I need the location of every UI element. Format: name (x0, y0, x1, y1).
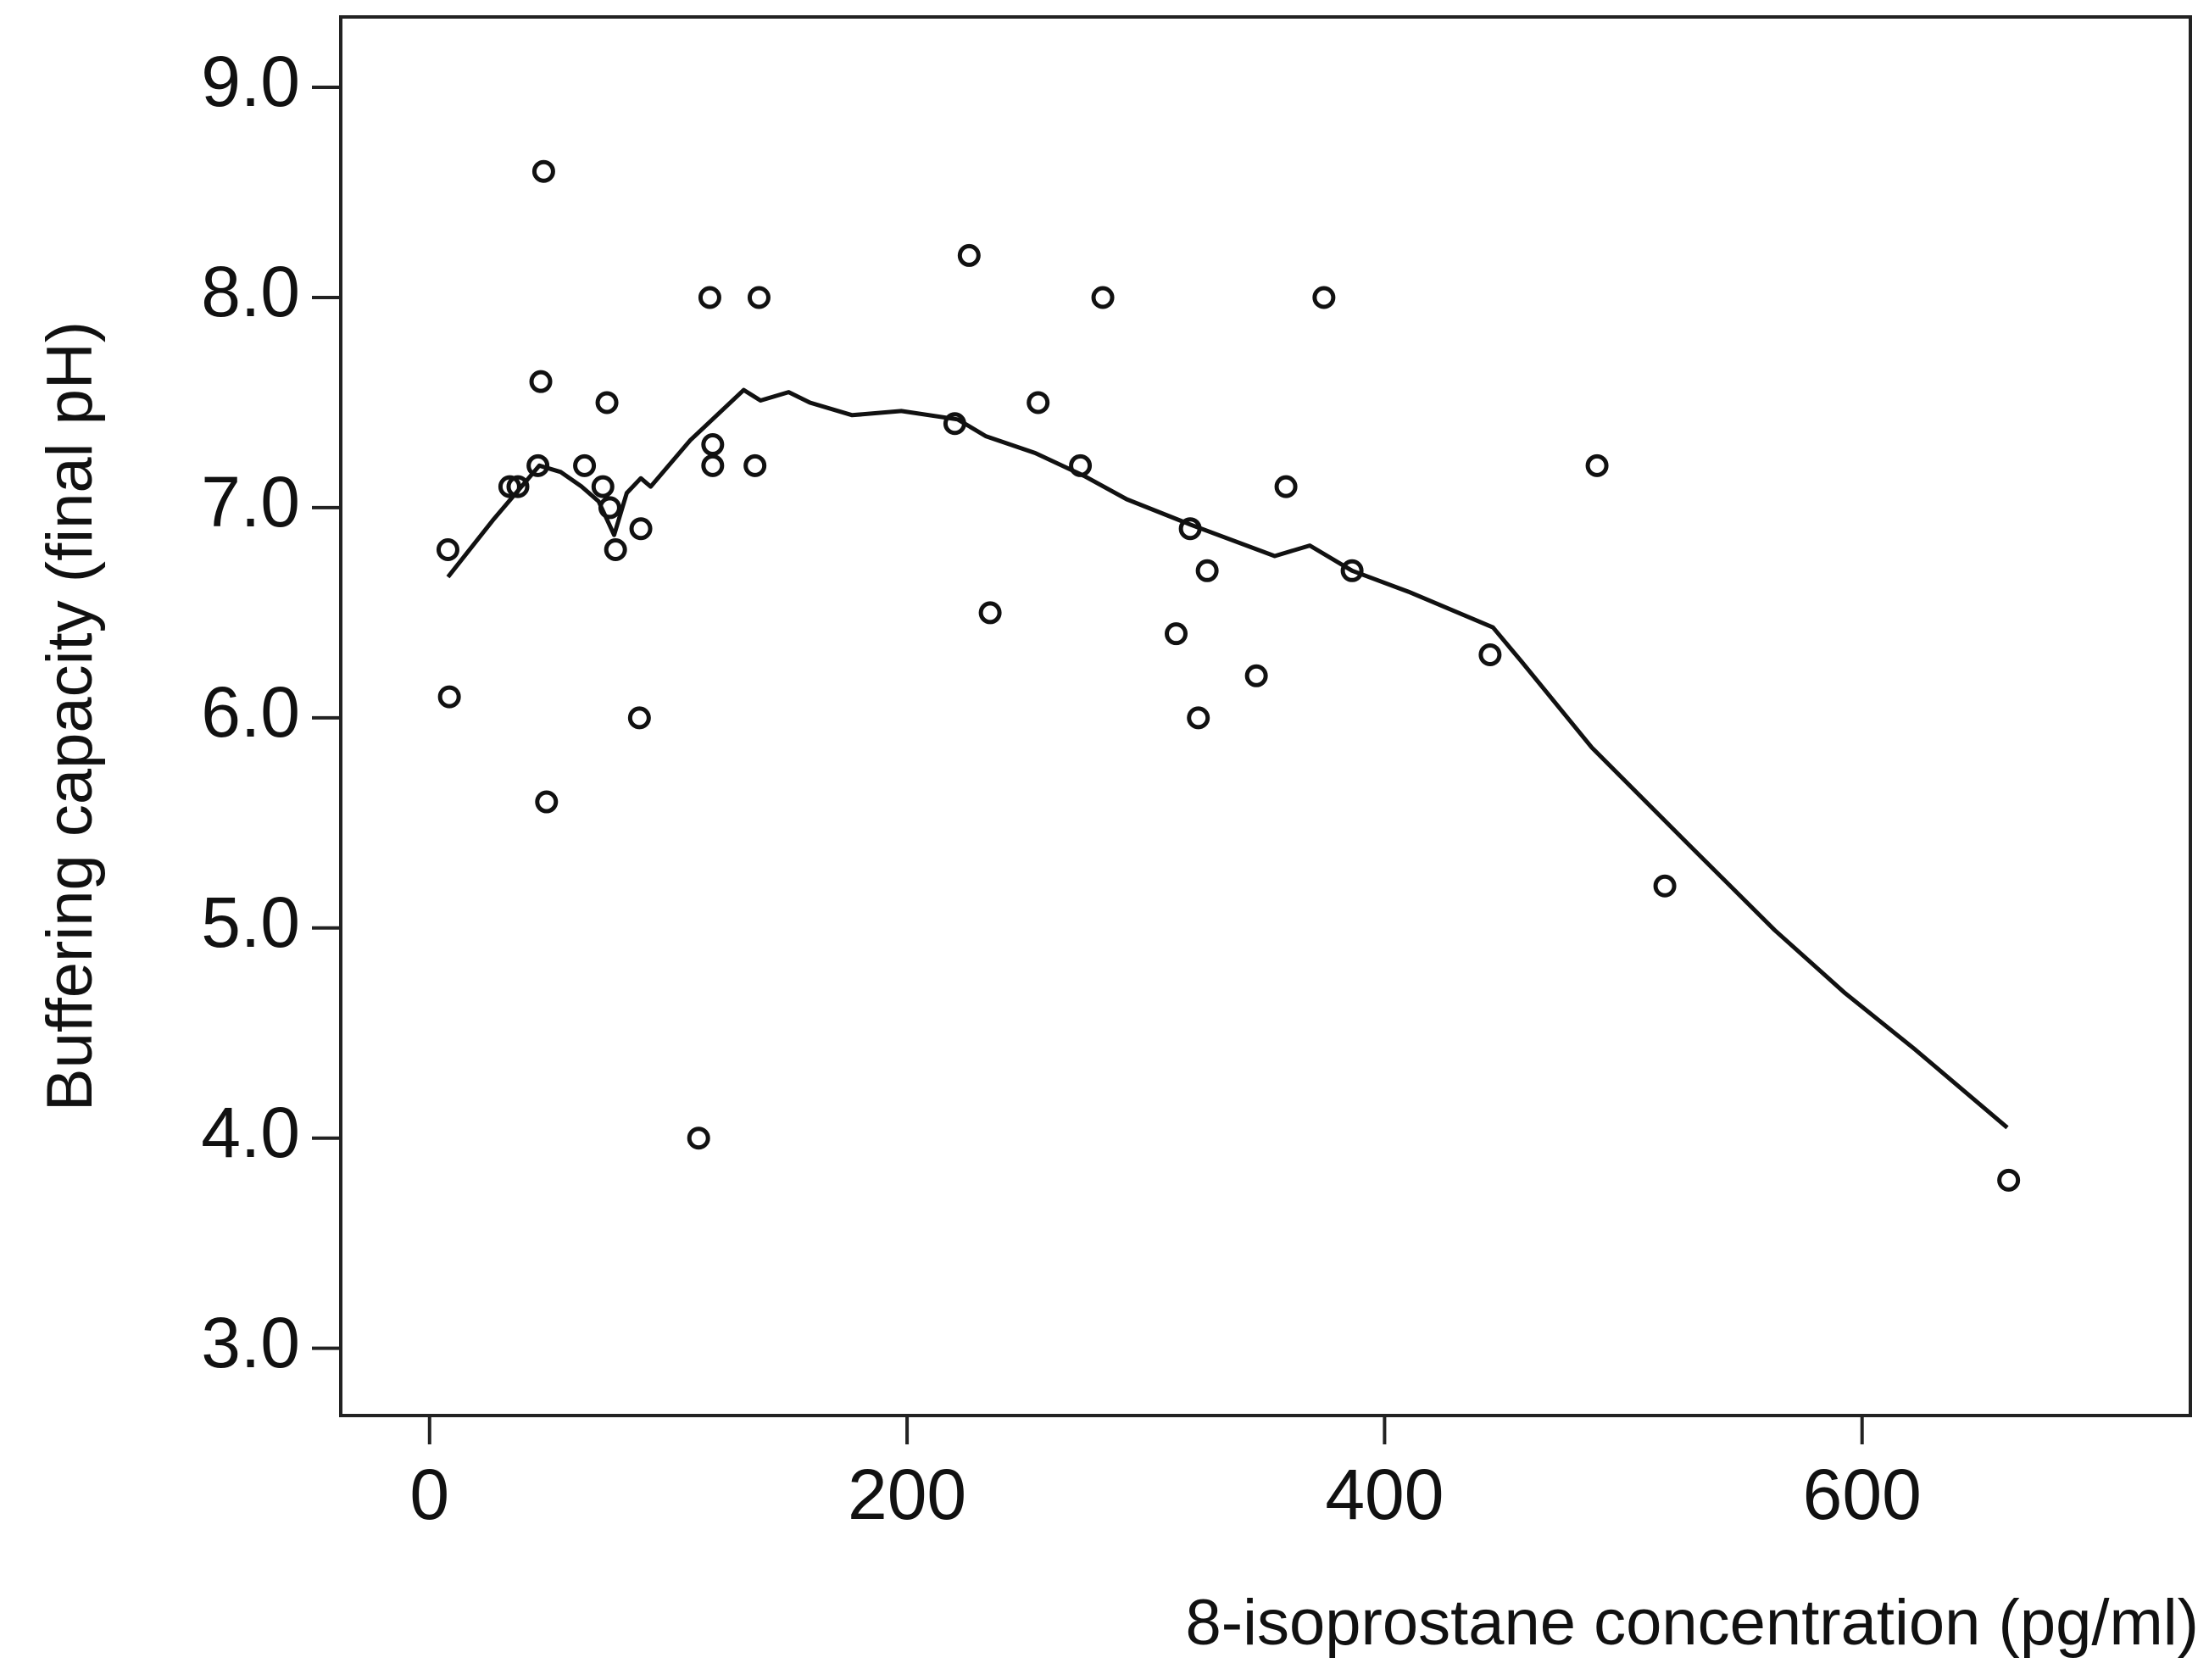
x-tick-label: 200 (848, 1455, 966, 1534)
data-point (1195, 559, 1219, 582)
data-point (627, 706, 651, 730)
data-point (629, 517, 653, 541)
data-point (436, 538, 459, 562)
data-point (743, 453, 767, 477)
data-point (535, 790, 559, 814)
x-tick-label: 400 (1325, 1455, 1444, 1534)
data-point (437, 685, 461, 709)
data-point (978, 601, 1002, 625)
data-point (1340, 559, 1364, 582)
y-tick-label: 8.0 (201, 252, 300, 331)
data-point (1997, 1168, 2021, 1192)
data-point (701, 433, 725, 457)
data-point (1274, 475, 1298, 498)
x-axis-label: 8-isoprostane concentration (pg/ml) (1186, 1587, 2199, 1659)
data-point (1027, 391, 1050, 414)
data-point (1585, 453, 1609, 477)
data-point (701, 453, 725, 477)
y-tick-label: 3.0 (201, 1303, 300, 1382)
data-point (1244, 664, 1268, 687)
y-tick-label: 7.0 (201, 462, 300, 542)
y-tick-label: 6.0 (201, 672, 300, 752)
x-tick-label: 0 (409, 1455, 449, 1534)
data-point (1165, 622, 1188, 646)
data-point (529, 370, 553, 393)
data-point (687, 1126, 710, 1150)
y-tick-label: 5.0 (201, 882, 300, 962)
data-point (591, 475, 615, 498)
y-tick-label: 9.0 (201, 42, 300, 121)
data-point (1312, 286, 1336, 309)
data-point (747, 286, 771, 309)
y-tick-label: 4.0 (201, 1093, 300, 1172)
data-point (595, 391, 619, 414)
data-point (698, 286, 721, 309)
data-point (1653, 874, 1677, 898)
data-point (957, 243, 981, 267)
y-axis-label: Buffering capacity (final pH) (34, 321, 106, 1111)
x-tick-label: 600 (1803, 1455, 1922, 1534)
data-point (1091, 286, 1115, 309)
data-point (1187, 706, 1210, 730)
plot-frame (339, 15, 2192, 1417)
fit-line (446, 387, 2009, 1130)
data-point (531, 159, 555, 183)
data-point (526, 453, 550, 477)
data-point (573, 453, 597, 477)
data-point (1478, 643, 1502, 666)
data-point (506, 475, 530, 498)
data-point (604, 538, 627, 562)
